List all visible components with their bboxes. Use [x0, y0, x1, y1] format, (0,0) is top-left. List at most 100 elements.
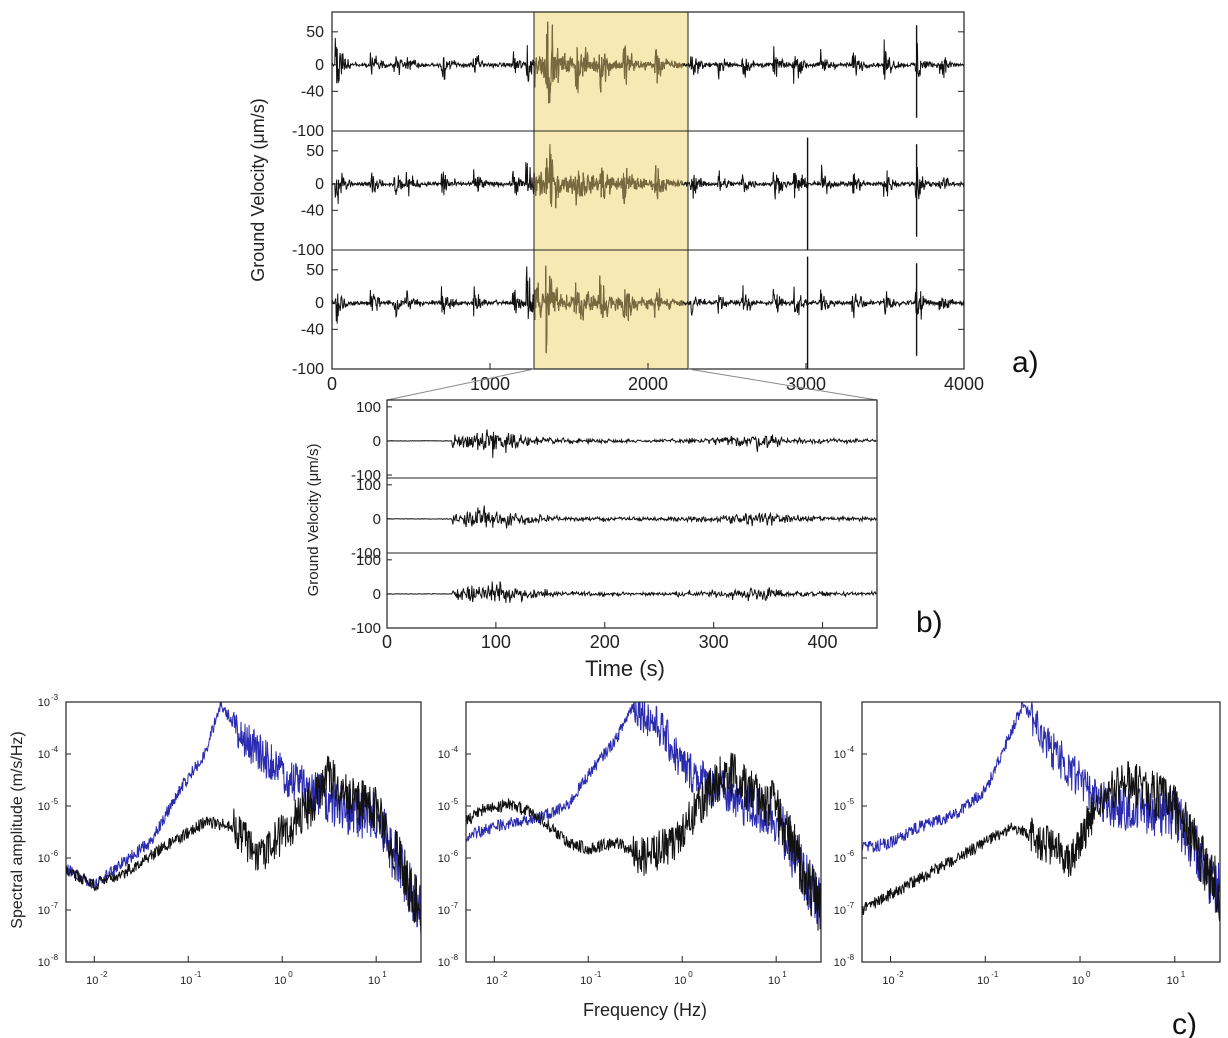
y-tick-label: 10 — [834, 853, 846, 865]
x-tick-exponent: 0 — [688, 970, 693, 979]
trace-line — [386, 581, 877, 604]
y-tick-exponent: -3 — [51, 693, 59, 702]
panel-c-ylabel: Spectral amplitude (m/s/Hz) — [9, 731, 26, 928]
x-tick-label: 1000 — [470, 374, 510, 394]
y-tick-exponent: -7 — [847, 901, 855, 910]
y-tick-exponent: -6 — [847, 849, 855, 858]
x-tick-label: 300 — [699, 632, 729, 652]
panel-c-xlabel: Frequency (Hz) — [583, 1000, 707, 1020]
y-tick-exponent: -4 — [847, 745, 855, 754]
y-tick-label: 10 — [438, 905, 450, 917]
y-tick-exponent: -7 — [451, 901, 459, 910]
y-tick-label: -40 — [301, 321, 324, 338]
y-tick-label: 10 — [38, 801, 50, 813]
panel-a-ylabel: Ground Velocity (μm/s) — [248, 98, 268, 281]
x-tick-label: 10 — [86, 975, 98, 987]
x-tick-label: 200 — [590, 632, 620, 652]
x-tick-label: 0 — [327, 374, 337, 394]
x-tick-label: 10 — [768, 975, 780, 987]
x-tick-label: 0 — [382, 632, 392, 652]
panel-b-ylabel: Ground Velocity (μm/s) — [305, 444, 322, 597]
y-tick-exponent: -4 — [51, 745, 59, 754]
zoom-line-right — [687, 368, 878, 401]
y-tick-label: 10 — [834, 905, 846, 917]
x-tick-label: 3000 — [786, 374, 826, 394]
x-tick-exponent: -2 — [897, 970, 905, 979]
highlight-trace-line — [533, 143, 684, 209]
highlight-trace-line — [533, 265, 684, 354]
y-tick-label: 0 — [315, 57, 324, 74]
panel-c-spectra: 10-310-410-510-610-710 -810-210-110010110… — [9, 693, 1221, 1038]
y-tick-label: 10 — [38, 957, 50, 969]
x-tick-exponent: -1 — [991, 970, 999, 979]
y-tick-label: 100 — [356, 399, 381, 416]
spectrum-line — [66, 755, 421, 927]
y-tick-label: -100 — [351, 545, 381, 562]
y-tick-label: -100 — [292, 242, 324, 259]
highlight-trace-line — [533, 21, 684, 104]
y-tick-exponent: -8 — [847, 953, 855, 962]
x-tick-label: 10 — [180, 975, 192, 987]
y-tick-label: 50 — [306, 262, 324, 279]
spectrum-line — [862, 702, 1220, 913]
spectrum-line — [66, 702, 421, 938]
y-tick-label: 10 — [38, 905, 50, 917]
y-tick-exponent: -4 — [451, 745, 459, 754]
y-tick-label: 50 — [306, 24, 324, 41]
y-tick-label: 10 — [438, 957, 450, 969]
x-tick-exponent: -2 — [500, 970, 508, 979]
y-tick-exponent: -6 — [51, 849, 59, 858]
y-tick-label: 10 — [38, 697, 50, 709]
y-tick-exponent: -5 — [847, 797, 855, 806]
x-tick-label: 10 — [274, 975, 286, 987]
x-tick-label: 10 — [1072, 975, 1084, 987]
x-tick-exponent: 0 — [1086, 970, 1091, 979]
x-tick-label: 10 — [580, 975, 592, 987]
y-tick-exponent: -5 — [451, 797, 459, 806]
y-tick-label: 0 — [315, 176, 324, 193]
y-tick-label: 0 — [373, 433, 381, 450]
x-tick-exponent: -2 — [100, 970, 108, 979]
panel-b-label: b) — [916, 606, 943, 639]
y-tick-label: 10 — [834, 801, 846, 813]
x-tick-label: 100 — [481, 632, 511, 652]
x-tick-exponent: -1 — [194, 970, 202, 979]
x-tick-exponent: 0 — [288, 970, 293, 979]
trace-line — [386, 429, 877, 458]
y-tick-label: -100 — [351, 620, 381, 637]
panel-a-label: a) — [1012, 346, 1039, 379]
y-tick-label: -100 — [351, 467, 381, 484]
y-tick-label: 0 — [315, 295, 324, 312]
zoom-line-left — [386, 368, 535, 401]
x-tick-label: 10 — [368, 975, 380, 987]
y-tick-exponent: -6 — [451, 849, 459, 858]
y-tick-label: 0 — [373, 511, 381, 528]
x-tick-exponent: 1 — [782, 970, 787, 979]
spectrum-line — [466, 752, 821, 931]
x-tick-exponent: 1 — [1181, 970, 1186, 979]
spectrum-line — [466, 702, 821, 930]
trace-line — [386, 505, 877, 529]
y-tick-label: -100 — [292, 123, 324, 140]
panel-b-xlabel: Time (s) — [585, 656, 665, 681]
y-tick-exponent: -8 — [51, 953, 59, 962]
panel-c-label: c) — [1172, 1008, 1197, 1038]
x-tick-label: 10 — [1167, 975, 1179, 987]
y-tick-label: 10 — [834, 957, 846, 969]
y-tick-label: -40 — [301, 202, 324, 219]
x-tick-label: 10 — [977, 975, 989, 987]
x-tick-label: 400 — [808, 632, 838, 652]
y-tick-exponent: -5 — [51, 797, 59, 806]
spectrum-line — [862, 761, 1220, 922]
y-tick-label: 100 — [356, 552, 381, 569]
y-tick-exponent: -8 — [451, 953, 459, 962]
y-tick-label: 50 — [306, 143, 324, 160]
x-tick-label: 10 — [882, 975, 894, 987]
x-tick-label: 10 — [674, 975, 686, 987]
x-tick-label: 4000 — [944, 374, 984, 394]
y-tick-label: -100 — [292, 361, 324, 378]
